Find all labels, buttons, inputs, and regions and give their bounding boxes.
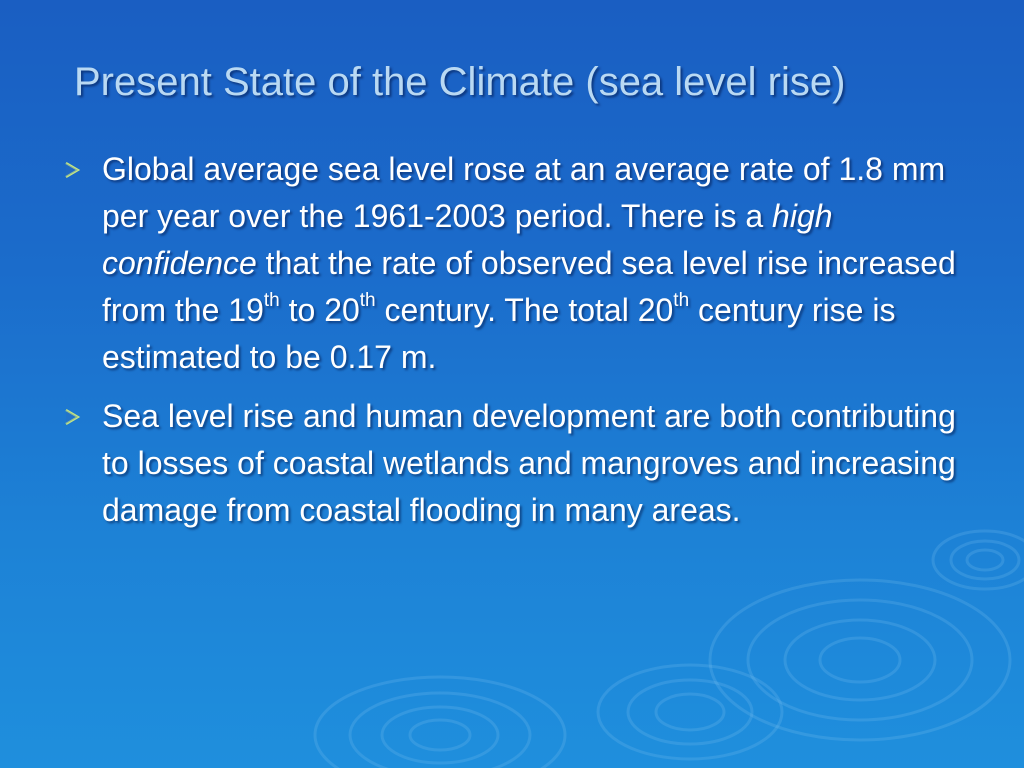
superscript: th bbox=[673, 290, 690, 312]
arrow-bullet-icon bbox=[62, 160, 82, 180]
bullet-text-part: that the rate of observed sea level rise… bbox=[102, 245, 956, 328]
bullet-text-part: to 20 bbox=[279, 292, 360, 328]
emphasis-text: high confidence bbox=[102, 198, 833, 281]
bullet-text-part: Global average sea level rose at an aver… bbox=[102, 151, 946, 234]
bullet-list: Global average sea level rose at an aver… bbox=[62, 146, 962, 546]
bullet-item-coastal-losses: Sea level rise and human development are… bbox=[62, 393, 962, 534]
bullet-text-part: century rise is estimated to be 0.17 m. bbox=[102, 292, 896, 375]
bullet-text: Sea level rise and human development are… bbox=[102, 398, 956, 528]
slide-title: Present State of the Climate (sea level … bbox=[74, 60, 846, 104]
bullet-item-sea-level-rate: Global average sea level rose at an aver… bbox=[62, 146, 962, 381]
superscript: th bbox=[359, 290, 376, 312]
bullet-text-part: century. The total 20 bbox=[375, 292, 674, 328]
superscript: th bbox=[263, 290, 280, 312]
arrow-bullet-icon bbox=[62, 407, 82, 427]
